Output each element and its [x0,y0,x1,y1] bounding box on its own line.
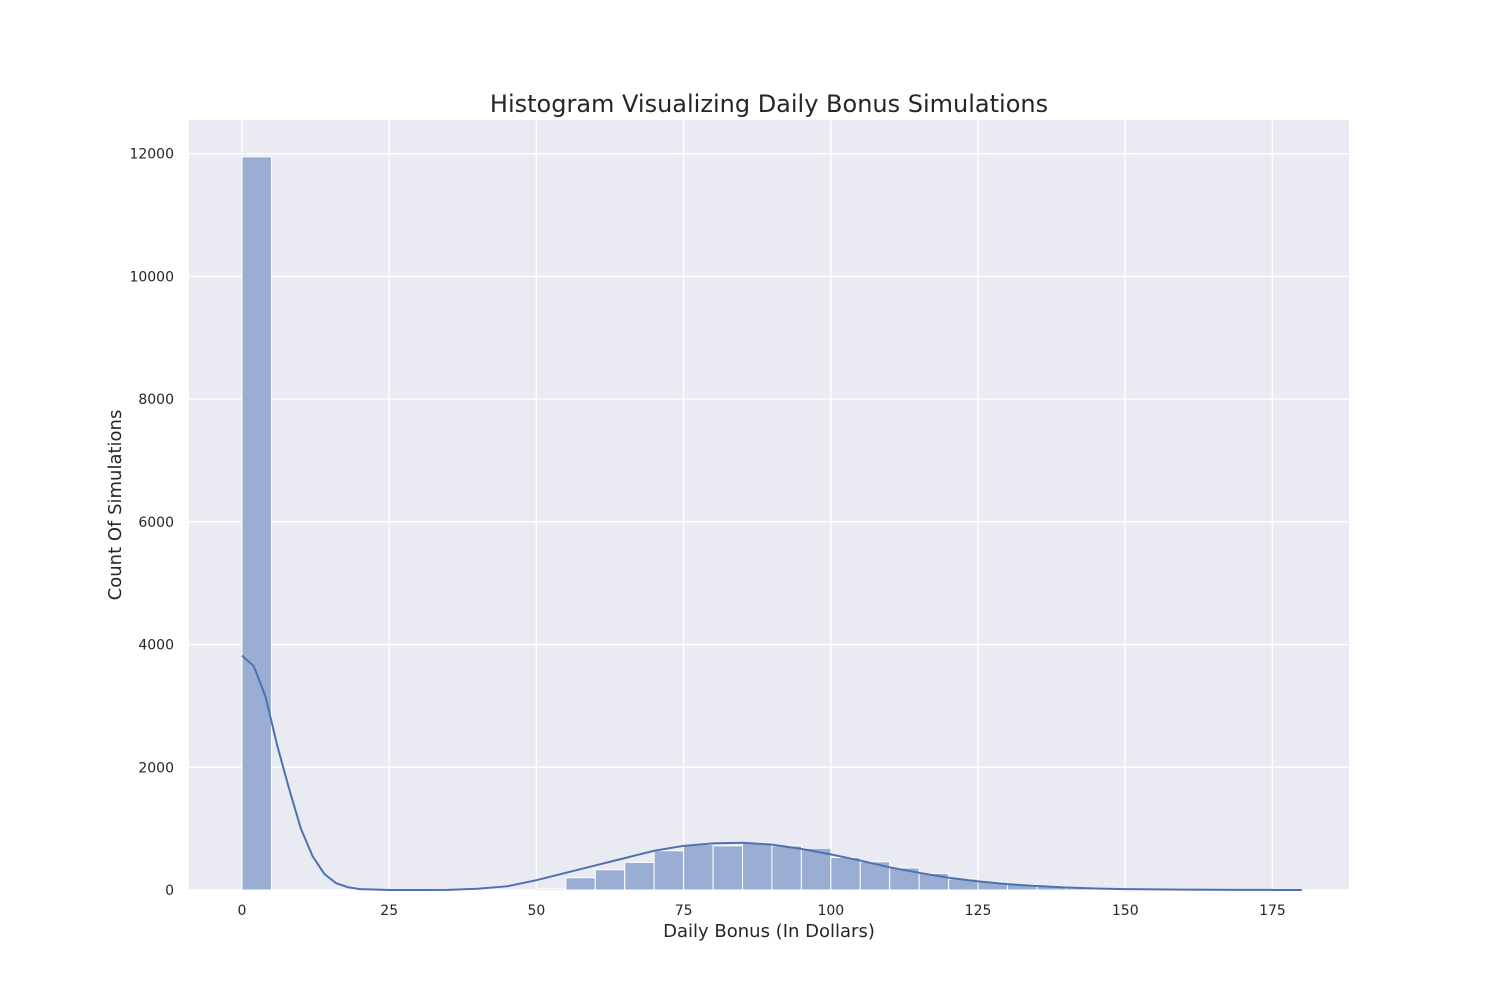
histogram-bar [830,856,861,891]
histogram-bars [241,156,1303,891]
histogram-bar [565,877,596,891]
histogram-bar [683,844,714,891]
y-tick-label: 8000 [138,392,174,408]
y-axis-label: Count Of Simulations [105,410,126,601]
histogram-bar [771,845,802,891]
y-tick-label: 12000 [129,147,174,163]
histogram-bar [241,156,272,891]
histogram-bar [653,850,685,891]
x-tick-label: 50 [527,903,545,919]
x-axis-ticks: 0 25 50 75 100 125 150 175 [238,903,1286,919]
x-axis-label: Daily Bonus (In Dollars) [663,921,875,942]
histogram-bar [535,888,567,891]
y-tick-label: 4000 [138,638,174,654]
x-tick-label: 25 [380,903,398,919]
histogram-bar [800,847,832,891]
x-tick-label: 125 [965,903,992,919]
x-tick-label: 100 [817,903,844,919]
histogram-bar [594,869,626,891]
x-tick-label: 75 [675,903,693,919]
y-tick-label: 2000 [138,760,174,776]
histogram-bar [712,845,744,891]
chart-title: Histogram Visualizing Daily Bonus Simula… [490,90,1048,118]
x-tick-label: 175 [1259,903,1286,919]
y-tick-label: 0 [165,883,174,899]
kde-curve [241,654,1302,891]
y-tick-label: 10000 [129,269,174,285]
y-tick-label: 6000 [138,515,174,531]
histogram-bar [624,861,655,891]
histogram-bar [742,842,773,891]
y-axis-ticks: 0 2000 4000 6000 8000 10000 12000 [129,147,174,899]
plot-area [189,120,1349,890]
x-tick-label: 150 [1112,903,1139,919]
x-tick-label: 0 [238,903,247,919]
